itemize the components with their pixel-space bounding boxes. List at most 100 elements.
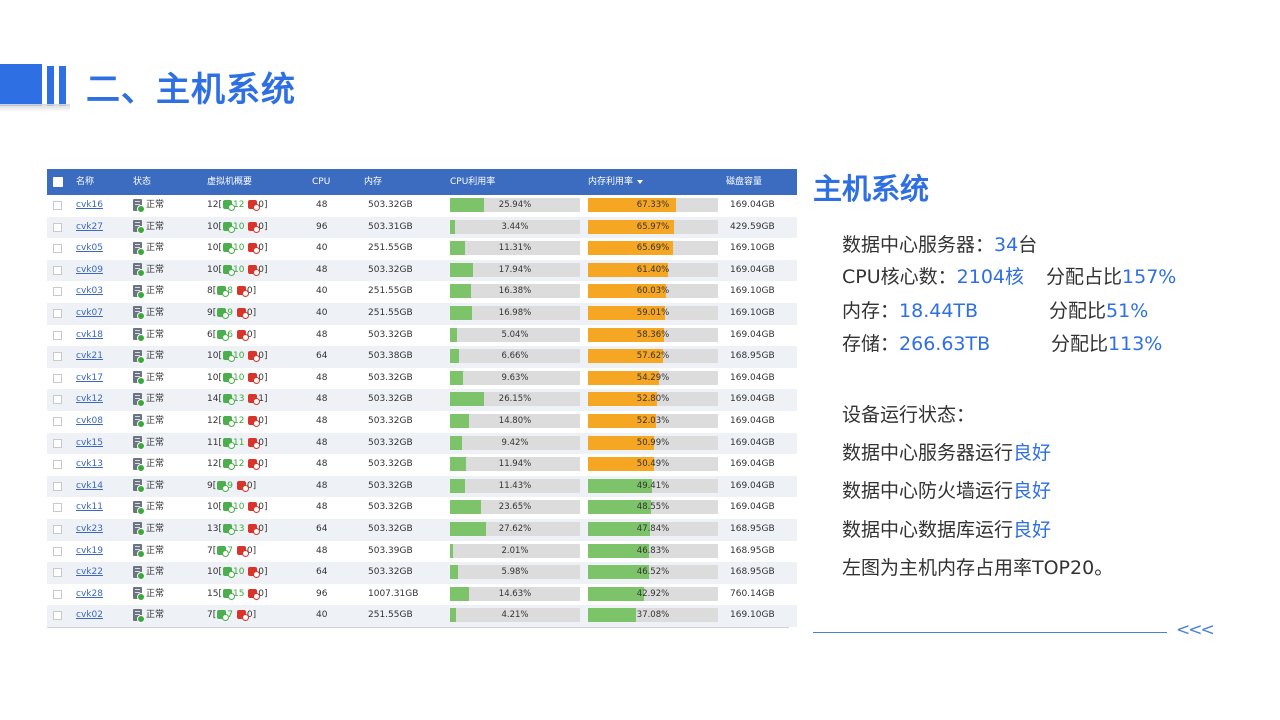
row-checkbox[interactable]: [53, 265, 62, 275]
cpu-usage-fill: [450, 349, 459, 364]
host-link[interactable]: cvk27: [76, 221, 103, 232]
table-row[interactable]: cvk12 正常 14[13 1] 48 503.32GB 26.15% 52.80% 169…: [47, 389, 797, 411]
title-accent-shadow: [0, 104, 70, 112]
status-text: 正常: [146, 307, 165, 318]
row-checkbox[interactable]: [53, 503, 62, 513]
cpu-label: CPU核心数：: [842, 266, 957, 288]
vm-total: 10: [207, 351, 219, 362]
row-checkbox[interactable]: [53, 416, 62, 426]
select-all-checkbox[interactable]: [53, 177, 63, 187]
row-checkbox[interactable]: [53, 201, 62, 210]
table-row[interactable]: cvk27 正常 10[10 0] 96 503.31GB 3.44% 65.97% 429.…: [47, 216, 797, 239]
row-checkbox[interactable]: [53, 308, 62, 318]
table-row[interactable]: cvk08 正常 12[12 0] 48 503.32GB 14.80% 52.03% 169…: [47, 411, 797, 433]
vm-running-count: 10: [232, 221, 245, 232]
host-link[interactable]: cvk22: [76, 567, 103, 578]
vm-total: 6: [207, 329, 213, 340]
col-vm-header[interactable]: 虚拟机概要: [207, 177, 253, 187]
back-arrows-icon[interactable]: <<<: [1176, 620, 1215, 640]
row-checkbox[interactable]: [53, 352, 62, 362]
table-row[interactable]: cvk05 正常 10[10 0] 40 251.55GB 11.31% 65.69% 169…: [47, 238, 797, 260]
row-checkbox[interactable]: [53, 524, 62, 534]
row-checkbox[interactable]: [53, 568, 62, 578]
host-link[interactable]: cvk19: [76, 545, 103, 556]
col-mem-header[interactable]: 内存: [364, 177, 383, 187]
row-checkbox[interactable]: [53, 330, 62, 340]
table-row[interactable]: cvk16 正常 12[12 0] 48 503.32GB 25.94% 67.33% 169…: [47, 195, 797, 217]
host-name-cell: cvk07: [76, 303, 103, 325]
row-checkbox[interactable]: [53, 395, 62, 405]
col-cpu-usage-header[interactable]: CPU利用率: [450, 177, 496, 187]
table-row[interactable]: cvk15 正常 11[11 0] 48 503.32GB 9.42% 50.99% 169.…: [47, 432, 797, 455]
server-status-value: 良好: [1013, 442, 1052, 464]
vm-running-count: 12: [232, 459, 245, 470]
host-link[interactable]: cvk11: [76, 502, 103, 513]
mem-usage-fill: [588, 413, 656, 428]
host-link[interactable]: cvk05: [76, 243, 103, 254]
host-link[interactable]: cvk21: [76, 351, 103, 362]
table-row[interactable]: cvk02 正常 7[7 0] 40 251.55GB 4.21% 37.08% 169.10…: [47, 605, 797, 627]
table-row[interactable]: cvk19 正常 7[7 0] 48 503.39GB 2.01% 46.83% 168.95…: [47, 541, 797, 563]
host-name-cell: cvk15: [76, 433, 103, 455]
row-checkbox[interactable]: [53, 460, 62, 470]
host-link[interactable]: cvk07: [76, 307, 103, 318]
row-checkbox[interactable]: [53, 222, 62, 232]
col-disk-header[interactable]: 磁盘容量: [726, 177, 763, 187]
mem-cell: 503.32GB: [368, 264, 413, 275]
disk-cell: 169.04GB: [730, 372, 775, 383]
table-row[interactable]: cvk07 正常 9[9 0] 40 251.55GB 16.98% 59.01% 169.1…: [47, 302, 797, 325]
vm-running-count: 11: [232, 437, 245, 448]
table-row[interactable]: cvk22 正常 10[10 0] 64 503.32GB 5.98% 46.52% 168.…: [47, 562, 797, 584]
host-link[interactable]: cvk17: [76, 372, 103, 383]
host-link[interactable]: cvk15: [76, 437, 103, 448]
table-row[interactable]: cvk03 正常 8[8 0] 40 251.55GB 16.38% 60.03% 169.1…: [47, 281, 797, 303]
host-link[interactable]: cvk12: [76, 394, 103, 405]
row-checkbox[interactable]: [53, 481, 62, 491]
row-checkbox[interactable]: [53, 244, 62, 254]
table-row[interactable]: cvk28 正常 15[15 0] 96 1007.31GB 14.63% 42.92% 76…: [47, 584, 797, 606]
host-name-cell: cvk17: [76, 368, 103, 390]
cpu-usage-label: 26.15%: [498, 394, 532, 405]
row-checkbox[interactable]: [53, 287, 62, 297]
table-row[interactable]: cvk13 正常 12[12 0] 48 503.32GB 11.94% 50.49% 169…: [47, 454, 797, 476]
table-row[interactable]: cvk18 正常 6[6 0] 48 503.32GB 5.04% 58.36% 169.04…: [47, 325, 797, 347]
status-text: 正常: [146, 415, 165, 426]
status-cell: 正常: [133, 497, 164, 519]
table-row[interactable]: cvk09 正常 10[10 0] 48 503.32GB 17.94% 61.40% 169…: [47, 259, 797, 282]
servers-line: 数据中心服务器：34台: [842, 230, 1037, 257]
col-status-header[interactable]: 状态: [133, 177, 152, 187]
host-link[interactable]: cvk13: [76, 459, 103, 470]
mem-usage-bar: 42.92%: [588, 586, 718, 601]
host-link[interactable]: cvk18: [76, 329, 103, 340]
host-link[interactable]: cvk09: [76, 264, 103, 275]
row-checkbox[interactable]: [53, 546, 62, 556]
vm-running-count: 10: [232, 264, 245, 275]
cpu-cell: 48: [316, 200, 328, 210]
row-checkbox[interactable]: [53, 438, 62, 448]
row-checkbox[interactable]: [53, 589, 62, 599]
host-link[interactable]: cvk14: [76, 480, 103, 491]
table-row[interactable]: cvk11 正常 10[10 0] 48 503.32GB 23.65% 48.55% 169…: [47, 497, 797, 519]
row-checkbox[interactable]: [53, 611, 62, 621]
host-link[interactable]: cvk28: [76, 588, 103, 599]
host-link[interactable]: cvk03: [76, 286, 103, 297]
col-mem-usage-header[interactable]: 内存利用率: [588, 169, 644, 195]
row-checkbox[interactable]: [53, 373, 62, 383]
mem-usage-label: 59.01%: [636, 307, 670, 318]
col-name-header[interactable]: 名称: [76, 177, 95, 187]
table-row[interactable]: cvk17 正常 10[10 0] 48 503.32GB 9.63% 54.29% 169.…: [47, 368, 797, 390]
db-status-label: 数据中心数据库运行: [842, 519, 1014, 541]
host-link[interactable]: cvk02: [76, 610, 103, 621]
vm-summary-cell: 15[15 0]: [207, 588, 268, 600]
table-row[interactable]: cvk23 正常 13[13 0] 64 503.32GB 27.62% 47.84% 168…: [47, 518, 797, 541]
host-link[interactable]: cvk23: [76, 523, 103, 534]
host-link[interactable]: cvk08: [76, 415, 103, 426]
table-row[interactable]: cvk14 正常 9[9 0] 48 503.32GB 11.43% 49.41% 169.0…: [47, 475, 797, 498]
cpu-usage-bar: 9.63%: [450, 370, 580, 385]
host-link[interactable]: cvk16: [76, 200, 103, 210]
cpu-usage-fill: [450, 521, 486, 536]
table-row[interactable]: cvk21 正常 10[10 0] 64 503.38GB 6.66% 57.62% 168.…: [47, 346, 797, 368]
host-name-cell: cvk27: [76, 217, 103, 239]
mem-cell: 503.32GB: [368, 329, 413, 340]
col-cpu-header[interactable]: CPU: [312, 177, 331, 187]
